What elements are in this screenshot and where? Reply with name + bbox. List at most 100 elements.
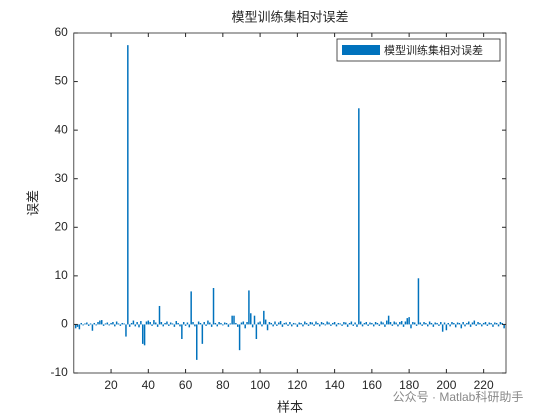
bar — [87, 324, 90, 326]
bar — [294, 323, 297, 325]
bar — [162, 324, 164, 327]
bar — [350, 321, 353, 325]
bar — [104, 323, 107, 325]
bar — [127, 45, 129, 325]
bar — [481, 324, 483, 327]
bar — [343, 322, 345, 325]
bar — [440, 322, 442, 325]
bar — [166, 321, 168, 325]
bar — [441, 324, 444, 332]
bar — [244, 324, 246, 329]
chart-title: 模型训练集相对误差 — [231, 10, 348, 26]
bar — [384, 324, 386, 327]
bar — [462, 322, 464, 325]
bar — [136, 322, 138, 325]
bar — [248, 290, 250, 325]
bar — [402, 324, 405, 327]
legend-box — [336, 38, 501, 62]
bar — [332, 322, 334, 325]
bar — [233, 315, 235, 325]
bar — [95, 324, 97, 326]
bar — [458, 322, 461, 325]
bar — [263, 310, 265, 325]
bar — [285, 322, 287, 325]
legend-label: 模型训练集相对误差 — [384, 43, 483, 57]
bar — [423, 322, 425, 325]
bar — [160, 322, 163, 325]
watermark: 公众号 · Matlab科研助手 — [393, 390, 524, 404]
bar — [367, 324, 369, 326]
bar — [413, 322, 416, 325]
bar — [434, 322, 436, 325]
x-tick-label: 200 — [436, 378, 456, 392]
bar — [164, 322, 166, 325]
bar — [320, 322, 323, 325]
bar — [112, 322, 114, 325]
bar — [443, 322, 446, 325]
bar — [313, 324, 315, 326]
bar — [225, 322, 228, 325]
bar — [283, 322, 286, 325]
bar — [218, 322, 220, 325]
bar — [326, 321, 328, 325]
bar — [464, 324, 466, 327]
bar — [365, 322, 368, 325]
bar — [438, 324, 440, 326]
bar — [335, 324, 338, 327]
bar — [125, 324, 127, 337]
bar — [220, 322, 222, 325]
bar — [322, 322, 325, 325]
bar — [266, 324, 269, 331]
bar — [82, 324, 84, 326]
bar — [302, 324, 304, 327]
x-tick-label: 160 — [362, 378, 382, 392]
bar — [207, 320, 209, 325]
bar — [179, 324, 181, 327]
bar — [110, 322, 112, 325]
x-tick-label: 180 — [399, 378, 419, 392]
bar — [404, 321, 407, 325]
bar — [153, 320, 155, 325]
bar — [128, 324, 131, 327]
bar — [168, 324, 170, 326]
bar — [495, 322, 498, 325]
bar — [419, 322, 422, 325]
bar — [305, 322, 308, 325]
bar — [339, 323, 341, 325]
bar — [236, 324, 239, 327]
bar — [454, 324, 457, 328]
bar — [89, 323, 92, 325]
bar — [76, 324, 79, 327]
bar — [223, 322, 226, 325]
bar — [229, 323, 232, 325]
bar — [177, 322, 179, 325]
bar — [346, 324, 349, 327]
bar — [410, 324, 412, 329]
bar — [397, 324, 399, 327]
bar — [467, 321, 470, 325]
bar — [296, 324, 299, 327]
bar — [169, 322, 172, 325]
bar — [341, 324, 343, 326]
bar — [352, 324, 354, 326]
bar — [268, 322, 271, 325]
bar — [287, 324, 289, 326]
bar — [289, 322, 291, 325]
bar — [119, 324, 122, 326]
bar — [132, 320, 135, 325]
bar — [203, 322, 205, 325]
bar — [378, 324, 381, 326]
bar — [274, 321, 276, 325]
bar — [205, 324, 207, 326]
bar — [292, 322, 295, 325]
bar — [330, 324, 332, 326]
bar — [158, 305, 161, 325]
x-tick-label: 80 — [216, 378, 230, 392]
bar — [356, 324, 358, 327]
bar — [277, 322, 280, 325]
y-tick-label: 20 — [54, 219, 68, 233]
bar — [97, 322, 99, 325]
bar — [182, 322, 185, 325]
x-tick-label: 220 — [474, 378, 494, 392]
